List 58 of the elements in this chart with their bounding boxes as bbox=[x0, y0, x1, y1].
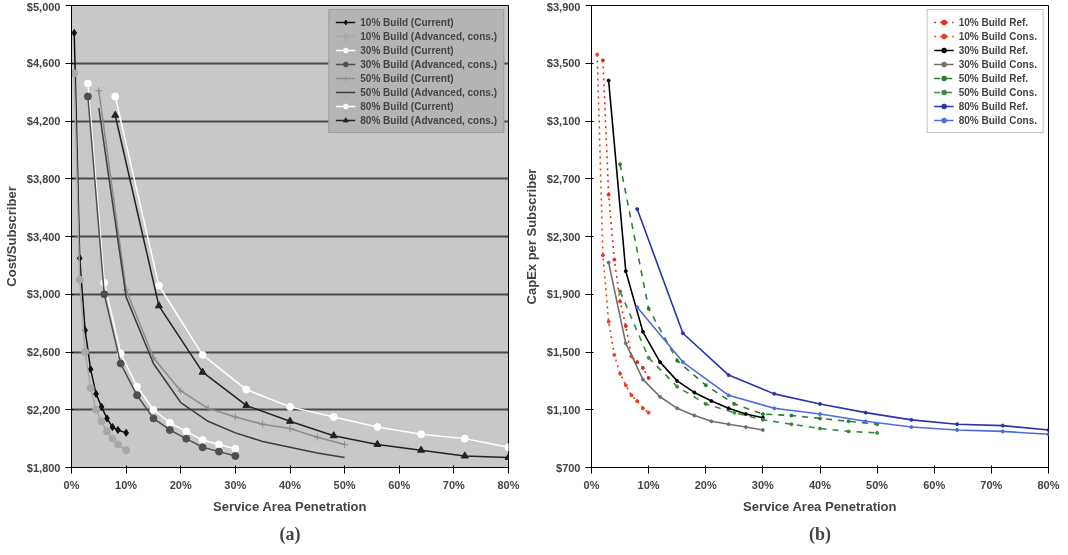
y-tick-label: $1,500 bbox=[546, 346, 581, 358]
text: (b) bbox=[809, 523, 832, 545]
x-tick-label: 20% bbox=[694, 478, 717, 491]
y-tick-label: $2,200 bbox=[26, 403, 61, 416]
y-tick-label: $3,900 bbox=[546, 0, 581, 13]
x-tick-label: 0% bbox=[63, 478, 80, 491]
legend-label: 10% Build (Current) bbox=[360, 16, 454, 28]
legend-label: 30% Build (Current) bbox=[360, 44, 454, 56]
y-tick-label: $2,600 bbox=[26, 346, 61, 358]
legend-label: 30% Build (Advanced, cons.) bbox=[360, 58, 497, 70]
legend-label: 30% Build Ref. bbox=[958, 44, 1029, 56]
legend-label: 50% Build Cons. bbox=[958, 86, 1037, 98]
x-tick-label: 70% bbox=[442, 478, 466, 491]
y-tick-label: $1,100 bbox=[546, 403, 581, 416]
legend-label: 80% Build (Current) bbox=[360, 100, 454, 112]
x-tick-label: 30% bbox=[224, 478, 247, 491]
x-tick-label: 10% bbox=[637, 478, 660, 491]
x-tick-label: 80% bbox=[1037, 478, 1060, 491]
y-tick-label: $700 bbox=[556, 461, 581, 474]
y-tick-label: $3,800 bbox=[26, 172, 61, 185]
legend-label: 50% Build Ref. bbox=[958, 72, 1029, 84]
x-tick-label: 50% bbox=[333, 478, 356, 491]
y-tick-label: $2,700 bbox=[546, 172, 581, 185]
legend-label: 80% Build (Advanced, cons.) bbox=[360, 114, 497, 126]
x-tick-label: 70% bbox=[980, 478, 1003, 491]
legend-label: 10% Build Cons. bbox=[958, 30, 1037, 42]
y-axis-title: Cost/Subscriber bbox=[3, 186, 19, 287]
legend-label: 10% Build (Advanced, cons.) bbox=[360, 30, 497, 42]
legend-label: 50% Build (Advanced, cons.) bbox=[360, 86, 497, 98]
text: (a) bbox=[279, 523, 301, 545]
y-tick-label: $2,300 bbox=[546, 230, 581, 243]
legend-label: 80% Build Ref. bbox=[958, 100, 1029, 112]
legend-label: 50% Build (Current) bbox=[360, 72, 454, 84]
y-tick-label: $1,800 bbox=[26, 461, 61, 474]
x-tick-label: 40% bbox=[808, 478, 832, 491]
y-tick-label: $4,200 bbox=[26, 115, 61, 127]
x-tick-label: 30% bbox=[751, 478, 775, 491]
x-tick-label: 80% bbox=[497, 478, 520, 491]
x-axis-title: Service Area Penetration bbox=[743, 498, 897, 514]
y-tick-label: $3,400 bbox=[26, 230, 61, 243]
x-axis-title: Service Area Penetration bbox=[213, 498, 367, 514]
y-tick-label: $3,500 bbox=[546, 57, 581, 70]
x-tick-label: 60% bbox=[388, 478, 411, 491]
y-axis-title: CapEx per Subscriber bbox=[523, 168, 539, 305]
y-tick-label: $1,900 bbox=[546, 288, 581, 301]
y-tick-label: $5,000 bbox=[26, 0, 61, 13]
legend-label: 30% Build Cons. bbox=[958, 58, 1037, 70]
x-tick-label: 60% bbox=[923, 478, 946, 491]
x-tick-label: 20% bbox=[169, 478, 192, 491]
legend-label: 80% Build Cons. bbox=[958, 114, 1037, 126]
x-tick-label: 50% bbox=[866, 478, 889, 491]
legend-label: 10% Build Ref. bbox=[958, 16, 1029, 28]
y-tick-label: $3,100 bbox=[546, 115, 581, 127]
y-tick-label: $4,600 bbox=[26, 57, 61, 70]
x-tick-label: 40% bbox=[278, 478, 302, 491]
x-tick-label: 0% bbox=[583, 478, 600, 491]
y-tick-label: $3,000 bbox=[26, 288, 61, 301]
x-tick-label: 10% bbox=[115, 478, 138, 491]
